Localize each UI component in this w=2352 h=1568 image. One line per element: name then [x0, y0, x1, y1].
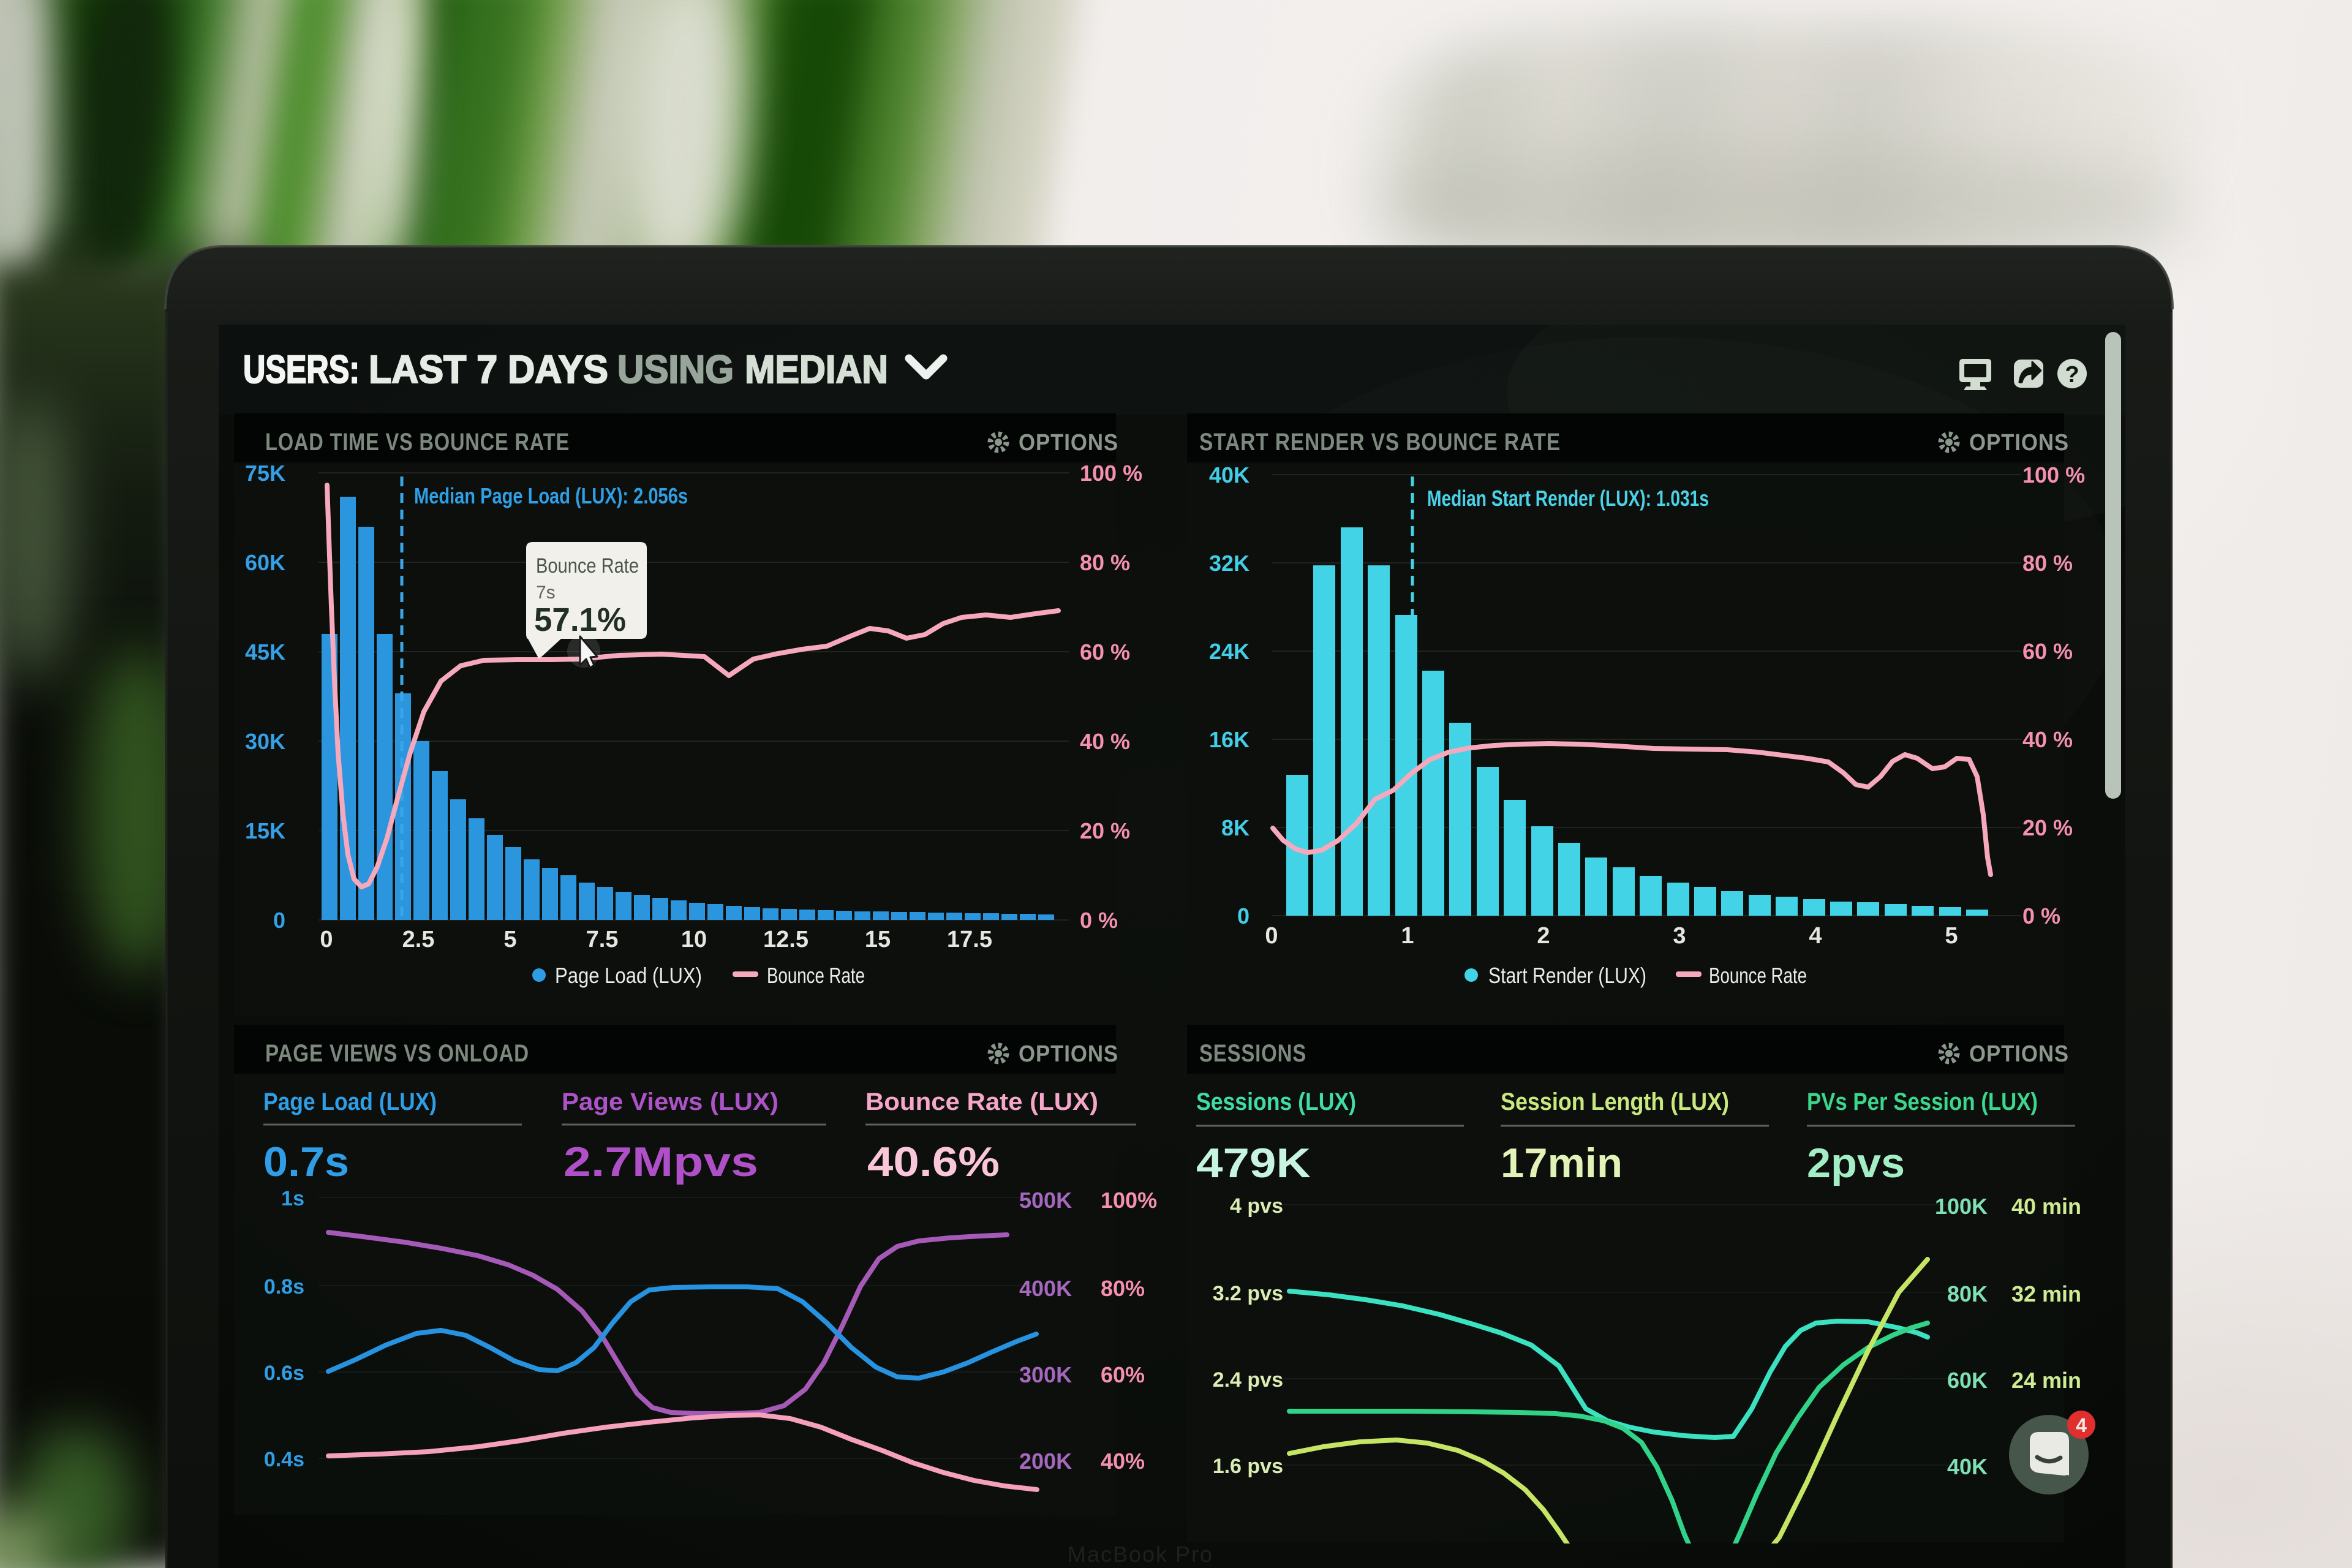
svg-text:Page Load (LUX): Page Load (LUX)	[555, 963, 702, 988]
svg-text:1: 1	[1401, 923, 1414, 949]
svg-text:Median Page Load (LUX): 2.056s: Median Page Load (LUX): 2.056s	[414, 483, 688, 508]
svg-text:MEDIAN: MEDIAN	[745, 347, 888, 391]
svg-text:Median Start Render (LUX): 1.0: Median Start Render (LUX): 1.031s	[1427, 486, 1709, 511]
svg-text:0 %: 0 %	[2022, 903, 2060, 929]
svg-text:10: 10	[681, 927, 707, 952]
svg-text:500K: 500K	[1019, 1188, 1072, 1213]
svg-text:16K: 16K	[1209, 727, 1250, 752]
svg-text:32 min: 32 min	[2011, 1281, 2081, 1306]
svg-text:LOAD TIME VS BOUNCE RATE: LOAD TIME VS BOUNCE RATE	[265, 429, 570, 456]
svg-text:30K: 30K	[245, 729, 285, 754]
svg-text:2pvs: 2pvs	[1807, 1140, 1905, 1186]
svg-text:80%: 80%	[1101, 1276, 1145, 1301]
svg-text:1.6 pvs: 1.6 pvs	[1213, 1455, 1283, 1478]
svg-text:40 %: 40 %	[1080, 729, 1130, 754]
svg-text:SESSIONS: SESSIONS	[1199, 1040, 1306, 1067]
svg-text:5: 5	[503, 927, 516, 952]
svg-text:Bounce Rate (LUX): Bounce Rate (LUX)	[865, 1088, 1098, 1115]
svg-text:OPTIONS: OPTIONS	[1019, 430, 1118, 456]
svg-text:LAST 7 DAYS: LAST 7 DAYS	[369, 347, 608, 391]
svg-text:OPTIONS: OPTIONS	[1019, 1041, 1118, 1067]
svg-text:17min: 17min	[1501, 1140, 1623, 1186]
svg-text:2: 2	[1537, 923, 1550, 949]
svg-text:Session Length (LUX): Session Length (LUX)	[1501, 1088, 1729, 1115]
svg-text:60%: 60%	[1101, 1362, 1145, 1387]
svg-text:0.7s: 0.7s	[263, 1139, 349, 1185]
svg-text:100 %: 100 %	[1080, 461, 1142, 486]
svg-text:40K: 40K	[1209, 462, 1250, 488]
svg-text:60K: 60K	[1947, 1368, 1988, 1393]
svg-text:2.5: 2.5	[402, 927, 435, 952]
svg-text:80 %: 80 %	[2022, 551, 2073, 576]
svg-text:75K: 75K	[245, 461, 285, 486]
svg-text:5: 5	[1945, 923, 1958, 949]
svg-text:200K: 200K	[1019, 1449, 1072, 1474]
svg-text:2.7Mpvs: 2.7Mpvs	[564, 1139, 758, 1185]
svg-text:80 %: 80 %	[1080, 550, 1130, 575]
svg-text:100K: 100K	[1935, 1194, 1988, 1219]
svg-text:12.5: 12.5	[763, 927, 809, 952]
svg-text:40K: 40K	[1947, 1454, 1988, 1479]
svg-text:START RENDER VS BOUNCE RATE: START RENDER VS BOUNCE RATE	[1199, 429, 1561, 456]
svg-text:40 %: 40 %	[2022, 727, 2073, 752]
svg-text:100%: 100%	[1101, 1188, 1157, 1213]
svg-text:100 %: 100 %	[2022, 462, 2085, 488]
svg-text:4: 4	[2076, 1414, 2087, 1436]
svg-text:0 %: 0 %	[1080, 908, 1118, 933]
svg-text:400K: 400K	[1019, 1276, 1072, 1301]
svg-text:0: 0	[1265, 923, 1278, 949]
svg-text:45K: 45K	[245, 639, 285, 665]
svg-text:57.1%: 57.1%	[534, 601, 626, 638]
svg-text:OPTIONS: OPTIONS	[1969, 1041, 2069, 1067]
svg-text:?: ?	[2065, 362, 2079, 388]
svg-text:15K: 15K	[245, 818, 285, 843]
svg-text:60K: 60K	[245, 550, 285, 575]
svg-text:2.4 pvs: 2.4 pvs	[1213, 1368, 1283, 1392]
svg-text:Start Render (LUX): Start Render (LUX)	[1488, 963, 1646, 988]
svg-text:15: 15	[865, 927, 891, 952]
svg-text:Page Load (LUX): Page Load (LUX)	[263, 1088, 437, 1115]
svg-text:24 min: 24 min	[2011, 1368, 2081, 1393]
svg-text:80K: 80K	[1947, 1281, 1988, 1306]
svg-text:40.6%: 40.6%	[867, 1139, 1000, 1185]
svg-text:479K: 479K	[1196, 1140, 1311, 1186]
svg-text:USING: USING	[617, 347, 734, 391]
svg-text:60 %: 60 %	[1080, 639, 1130, 665]
svg-text:32K: 32K	[1209, 551, 1250, 576]
svg-text:MacBook Pro: MacBook Pro	[1068, 1542, 1213, 1567]
svg-text:0: 0	[320, 927, 333, 952]
svg-text:0.6s: 0.6s	[264, 1362, 304, 1385]
svg-text:300K: 300K	[1019, 1362, 1072, 1387]
svg-text:60 %: 60 %	[2022, 639, 2073, 664]
svg-text:3: 3	[1673, 923, 1686, 949]
svg-text:Sessions (LUX): Sessions (LUX)	[1196, 1088, 1356, 1115]
svg-text:USERS:: USERS:	[243, 347, 360, 391]
svg-text:4: 4	[1809, 923, 1822, 949]
svg-text:40 min: 40 min	[2011, 1194, 2081, 1219]
svg-text:7s: 7s	[536, 582, 556, 603]
svg-text:24K: 24K	[1209, 639, 1250, 664]
svg-text:PAGE VIEWS VS ONLOAD: PAGE VIEWS VS ONLOAD	[265, 1040, 529, 1067]
svg-text:4 pvs: 4 pvs	[1230, 1194, 1283, 1218]
svg-text:40%: 40%	[1101, 1449, 1145, 1474]
svg-text:0: 0	[1237, 903, 1250, 929]
svg-text:20 %: 20 %	[1080, 818, 1130, 843]
svg-text:Bounce Rate: Bounce Rate	[1709, 963, 1807, 988]
svg-text:0: 0	[273, 908, 285, 933]
svg-text:Page Views (LUX): Page Views (LUX)	[562, 1088, 778, 1115]
svg-text:Bounce Rate: Bounce Rate	[767, 963, 865, 988]
svg-text:OPTIONS: OPTIONS	[1969, 430, 2069, 456]
svg-text:3.2 pvs: 3.2 pvs	[1213, 1282, 1283, 1305]
svg-text:7.5: 7.5	[586, 927, 619, 952]
svg-text:Bounce Rate: Bounce Rate	[536, 554, 639, 578]
svg-text:0.8s: 0.8s	[264, 1275, 304, 1298]
svg-text:0.4s: 0.4s	[264, 1448, 304, 1471]
svg-text:20 %: 20 %	[2022, 815, 2073, 840]
svg-text:PVs Per Session (LUX): PVs Per Session (LUX)	[1807, 1088, 2038, 1115]
svg-text:17.5: 17.5	[947, 927, 992, 952]
svg-text:8K: 8K	[1221, 815, 1250, 840]
svg-text:1s: 1s	[281, 1187, 304, 1210]
